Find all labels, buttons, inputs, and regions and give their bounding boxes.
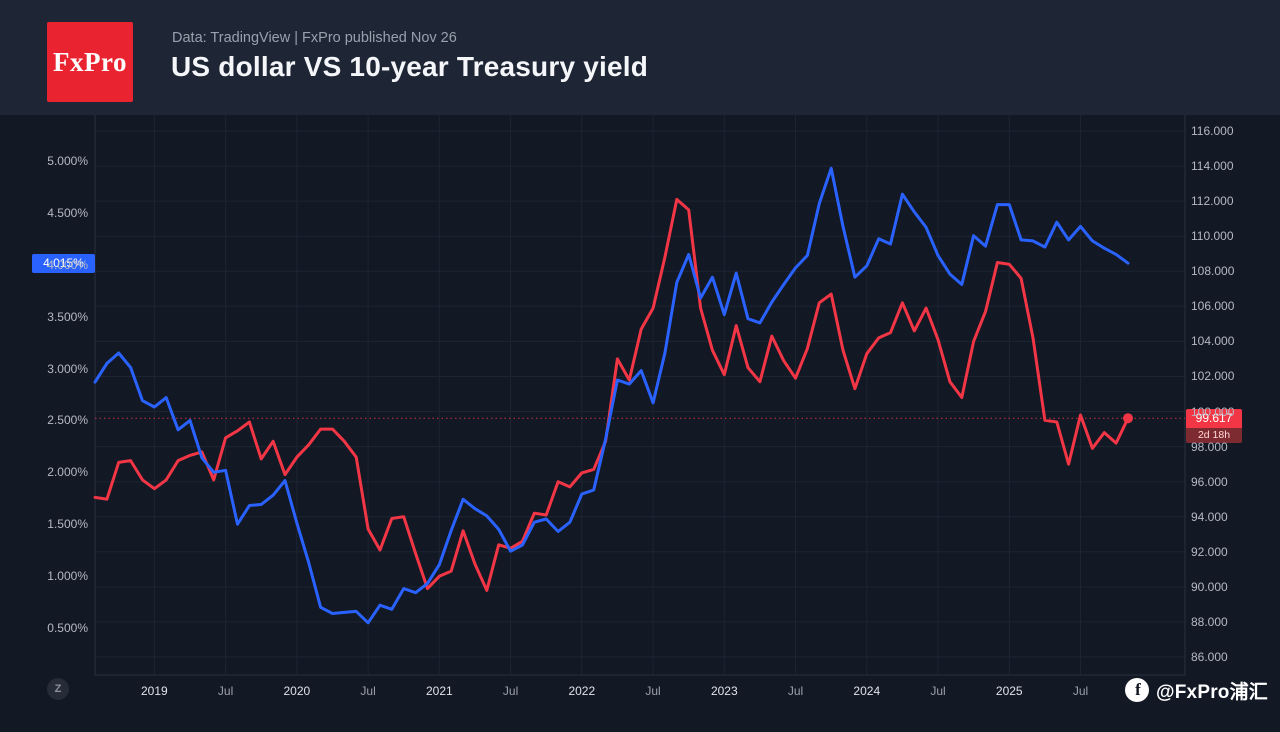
left-axis-label: 1.500% — [47, 517, 88, 532]
fxpro-logo: FxPro — [47, 22, 133, 102]
time-axis-label: 2025 — [995, 684, 1023, 698]
right-axis-label: 110.000 — [1191, 229, 1234, 244]
time-axis-label: Jul — [502, 684, 519, 698]
left-axis-label: 4.000% — [47, 257, 88, 272]
watermark: f @FxPro浦汇 — [1125, 675, 1268, 705]
timezone-button[interactable]: Z — [47, 678, 69, 700]
right-axis-label: 98.000 — [1191, 439, 1228, 454]
right-axis-label: 106.000 — [1191, 299, 1235, 314]
time-axis-label: 2021 — [425, 684, 453, 698]
time-axis-label: Jul — [930, 684, 946, 698]
right-price-axis[interactable]: 99.617 2d 18h 116.000 114.000 112.000 110.0… — [1185, 115, 1280, 675]
right-axis-label: 96.000 — [1191, 474, 1228, 489]
treasury-yield-price-badge: 4.015% — [32, 253, 95, 273]
right-axis-label: 114.000 — [1191, 159, 1234, 174]
time-axis-label: Jul — [1072, 684, 1089, 698]
fxpro-logo-text: FxPro — [53, 46, 127, 77]
header: FxPro Data: TradingView | FxPro publishe… — [0, 0, 1280, 115]
right-axis-label: 92.000 — [1191, 544, 1228, 559]
right-axis-label: 88.000 — [1191, 614, 1228, 629]
right-axis-label: 90.000 — [1191, 579, 1228, 594]
bar-close-countdown: 2d 18h — [1186, 427, 1242, 443]
timezone-button-label: Z — [54, 683, 62, 695]
time-axis-label: Jul — [787, 684, 804, 698]
facebook-f-glyph: f — [1135, 680, 1141, 699]
chart-source-subtitle: Data: TradingView | FxPro published Nov … — [172, 30, 457, 46]
left-axis-label: 5.000% — [47, 154, 88, 168]
time-axis-label: 2020 — [283, 684, 311, 698]
facebook-icon: f — [1125, 678, 1150, 702]
time-axis-label: 2024 — [853, 684, 881, 698]
right-axis-label: 108.000 — [1191, 264, 1235, 279]
left-axis-label: 3.000% — [47, 361, 88, 376]
chart-plot-svg[interactable] — [0, 115, 1280, 732]
left-price-axis[interactable]: 4.015% 5.000% 4.500% 4.000% 3.500% 3.000% 2.5… — [0, 115, 95, 675]
us-dollar-line — [93, 197, 1130, 592]
treasury-yield-last-price: 4.015% — [43, 256, 84, 271]
right-axis-label: 102.000 — [1191, 369, 1235, 384]
time-axis-label: Jul — [645, 684, 661, 698]
right-axis-label: 116.000 — [1191, 124, 1234, 138]
dollar-index-price-badge: 99.617 2d 18h — [1186, 408, 1242, 443]
page-title: US dollar VS 10-year Treasury yield — [171, 51, 649, 82]
time-axis-label: 2019 — [141, 684, 168, 698]
time-axis[interactable]: 2019 Jul 2020 Jul 2021 Jul 2022 Jul 2023 Jul 2024 J… — [0, 675, 1280, 709]
left-axis-label: 1.000% — [47, 569, 88, 584]
left-axis-label: 2.500% — [47, 413, 88, 428]
left-axis-label: 2.000% — [47, 465, 88, 480]
right-axis-label: 100.000 — [1191, 404, 1235, 419]
left-axis-label: 0.500% — [47, 621, 88, 635]
right-axis-label: 112.000 — [1191, 194, 1234, 209]
time-axis-label: 2022 — [568, 684, 596, 698]
time-axis-label: Jul — [360, 684, 376, 698]
right-axis-label: 94.000 — [1191, 509, 1228, 524]
treasury-yield-line — [93, 166, 1130, 625]
dollar-index-last-price: 99.617 — [1186, 408, 1242, 428]
right-axis-label: 86.000 — [1191, 649, 1228, 664]
chart-area[interactable]: 4.015% 5.000% 4.500% 4.000% 3.500% 3.000% 2.5… — [0, 115, 1280, 732]
time-axis-label: Jul — [217, 684, 234, 698]
right-axis-label: 104.000 — [1191, 334, 1235, 349]
last-price-marker — [1123, 413, 1133, 424]
watermark-handle: @FxPro浦汇 — [1156, 681, 1268, 703]
time-axis-label: 2023 — [710, 684, 738, 698]
left-axis-label: 3.500% — [47, 309, 88, 324]
left-axis-label: 4.500% — [47, 205, 88, 220]
